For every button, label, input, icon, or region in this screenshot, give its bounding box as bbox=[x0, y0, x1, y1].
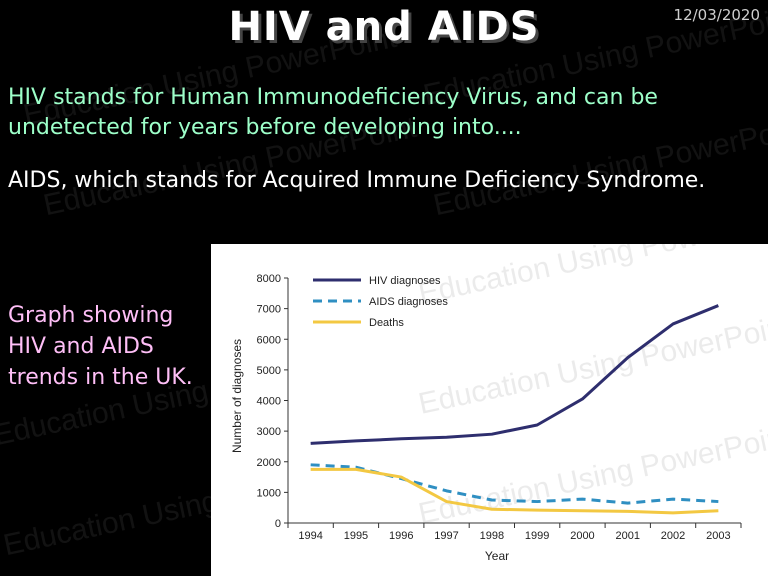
slide-title: HIV and AIDS bbox=[228, 4, 540, 50]
chart-svg: Education Using PowerPoint Education Usi… bbox=[230, 244, 768, 563]
chart-axes: 0 1000 2000 3000 4000 5000 6000 7000 8000 1994 199… bbox=[257, 273, 742, 542]
graph-caption: Graph showing HIV and AIDS trends in the… bbox=[8, 303, 193, 390]
y-tick-label: 4000 bbox=[257, 396, 281, 408]
y-tick-label: 5000 bbox=[257, 365, 281, 377]
trend-chart: Education Using PowerPoint Education Usi… bbox=[211, 244, 768, 576]
x-tick-label: 1998 bbox=[480, 530, 504, 542]
y-tick-label: 1000 bbox=[257, 487, 281, 499]
aids-definition-text: AIDS, which stands for Acquired Immune D… bbox=[8, 168, 706, 193]
legend-label: AIDS diagnoses bbox=[369, 296, 448, 308]
x-tick-label: 2002 bbox=[661, 530, 685, 542]
chart-watermark: Education Using PowerPoint bbox=[416, 309, 768, 420]
y-tick-label: 7000 bbox=[257, 304, 281, 316]
y-axis-label: Number of diagnoses bbox=[230, 339, 244, 453]
hiv-definition-text: HIV stands for Human Immunodeficiency Vi… bbox=[8, 85, 658, 140]
y-tick-label: 0 bbox=[275, 518, 281, 530]
legend-label: Deaths bbox=[369, 317, 404, 329]
chart-watermark: Education Using PowerPoint bbox=[416, 244, 768, 311]
x-tick-label: 1996 bbox=[389, 530, 413, 542]
series-line-deaths bbox=[310, 467, 719, 515]
x-tick-label: 1994 bbox=[298, 530, 322, 542]
x-tick-label: 1997 bbox=[434, 530, 458, 542]
x-tick-label: 1999 bbox=[525, 530, 549, 542]
y-tick-label: 6000 bbox=[257, 334, 281, 346]
x-axis-label: Year bbox=[485, 549, 509, 563]
x-tick-label: 2000 bbox=[570, 530, 594, 542]
legend-label: HIV diagnoses bbox=[369, 275, 441, 287]
x-tick-label: 1995 bbox=[344, 530, 368, 542]
slide-date: 12/03/2020 bbox=[673, 6, 760, 24]
y-tick-label: 3000 bbox=[257, 426, 281, 438]
chart-series bbox=[310, 304, 719, 515]
y-tick-label: 8000 bbox=[257, 273, 281, 285]
x-tick-label: 2003 bbox=[706, 530, 730, 542]
x-tick-label: 2001 bbox=[616, 530, 640, 542]
y-tick-label: 2000 bbox=[257, 457, 281, 469]
series-line-hiv-diagnoses bbox=[310, 304, 719, 445]
chart-legend: HIV diagnoses AIDS diagnoses Deaths bbox=[313, 275, 448, 329]
